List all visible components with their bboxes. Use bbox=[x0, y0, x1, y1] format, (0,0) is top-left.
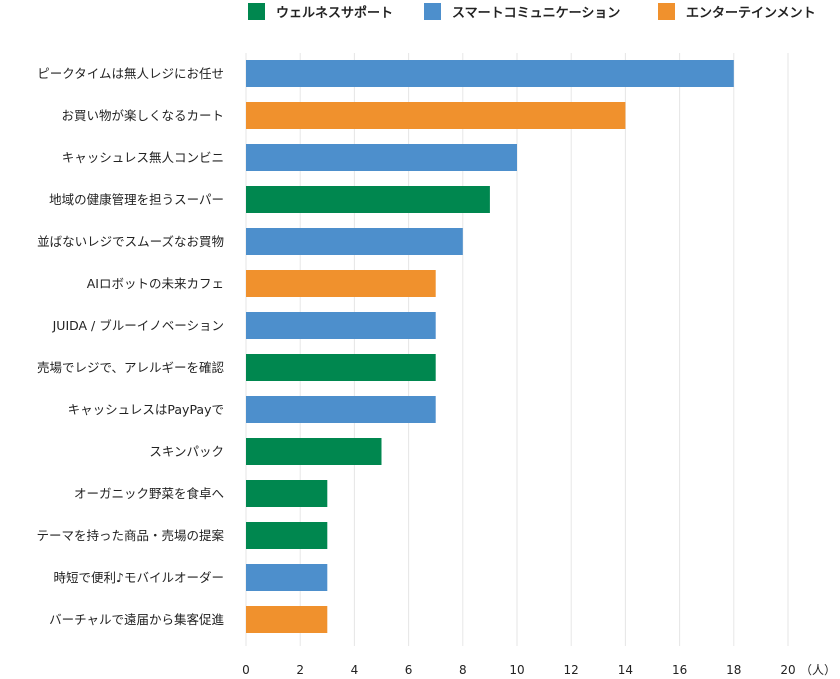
category-label-7: 売場でレジで、アレルギーを確認 bbox=[37, 360, 225, 375]
category-label-10: オーガニック野菜を食卓へ bbox=[74, 486, 224, 501]
legend-label-entertainment: エンターテインメント bbox=[686, 6, 816, 21]
bar-0 bbox=[246, 60, 734, 87]
bar-5 bbox=[246, 270, 436, 297]
x-tick-label-18: 18 bbox=[726, 663, 741, 677]
bar-8 bbox=[246, 396, 436, 423]
legend-item-wellness: ウェルネスサポート bbox=[248, 3, 393, 21]
category-label-4: 並ばないレジでスムーズなお買物 bbox=[37, 234, 224, 249]
x-tick-label-6: 6 bbox=[405, 663, 413, 677]
category-label-12: 時短で便利♪モバイルオーダー bbox=[54, 570, 224, 585]
x-tick-label-10: 10 bbox=[509, 663, 524, 677]
legend-swatch-wellness bbox=[248, 3, 265, 20]
x-tick-label-4: 4 bbox=[351, 663, 359, 677]
category-label-3: 地域の健康管理を担うスーパー bbox=[49, 192, 224, 207]
legend-label-wellness: ウェルネスサポート bbox=[276, 5, 393, 21]
category-label-13: バーチャルで遠届から集客促進 bbox=[49, 612, 224, 627]
category-label-9: スキンパック bbox=[149, 444, 224, 459]
grid bbox=[245, 53, 789, 646]
x-tick-label-14: 14 bbox=[618, 663, 633, 677]
x-axis-unit: （人） bbox=[800, 663, 836, 677]
bar-11 bbox=[246, 522, 328, 549]
x-tick-label-2: 2 bbox=[296, 663, 304, 677]
legend-label-smart: スマートコミュニケーション bbox=[452, 6, 620, 21]
legend-swatch-entertainment bbox=[658, 3, 675, 20]
legend-swatch-smart bbox=[424, 3, 441, 20]
bar-1 bbox=[246, 102, 626, 129]
category-label-8: キャッシュレスはPayPayで bbox=[68, 402, 224, 417]
category-label-2: キャッシュレス無人コンビニ bbox=[62, 150, 224, 165]
legend: ウェルネスサポート スマートコミュニケーション エンターテインメント bbox=[248, 3, 816, 21]
category-label-0: ピークタイムは無人レジにお任せ bbox=[37, 66, 224, 81]
bar-7 bbox=[246, 354, 436, 381]
bar-6 bbox=[246, 312, 436, 339]
category-label-11: テーマを持った商品・売場の提案 bbox=[36, 528, 224, 543]
bar-2 bbox=[246, 144, 517, 171]
bar-10 bbox=[246, 480, 328, 507]
bar-12 bbox=[246, 564, 328, 591]
category-label-6: JUIDA / ブルーイノベーション bbox=[52, 318, 224, 333]
category-label-1: お買い物が楽しくなるカート bbox=[61, 108, 224, 123]
x-tick-label-16: 16 bbox=[672, 663, 687, 677]
bar-13 bbox=[246, 606, 328, 633]
x-axis-ticks: 0 2 4 6 8 10 12 14 16 18 20 （人） bbox=[242, 663, 836, 677]
x-tick-label-8: 8 bbox=[459, 663, 467, 677]
bars bbox=[246, 60, 734, 633]
x-tick-label-0: 0 bbox=[242, 663, 250, 677]
bar-4 bbox=[246, 228, 463, 255]
x-tick-label-12: 12 bbox=[564, 663, 579, 677]
category-label-5: AIロボットの未来カフェ bbox=[87, 276, 224, 291]
category-labels: ピークタイムは無人レジにお任せお買い物が楽しくなるカートキャッシュレス無人コンビ… bbox=[36, 66, 224, 627]
x-tick-label-20: 20 bbox=[780, 663, 795, 677]
legend-item-entertainment: エンターテインメント bbox=[658, 3, 816, 21]
bar-3 bbox=[246, 186, 490, 213]
bar-9 bbox=[246, 438, 382, 465]
legend-item-smart: スマートコミュニケーション bbox=[424, 3, 620, 21]
